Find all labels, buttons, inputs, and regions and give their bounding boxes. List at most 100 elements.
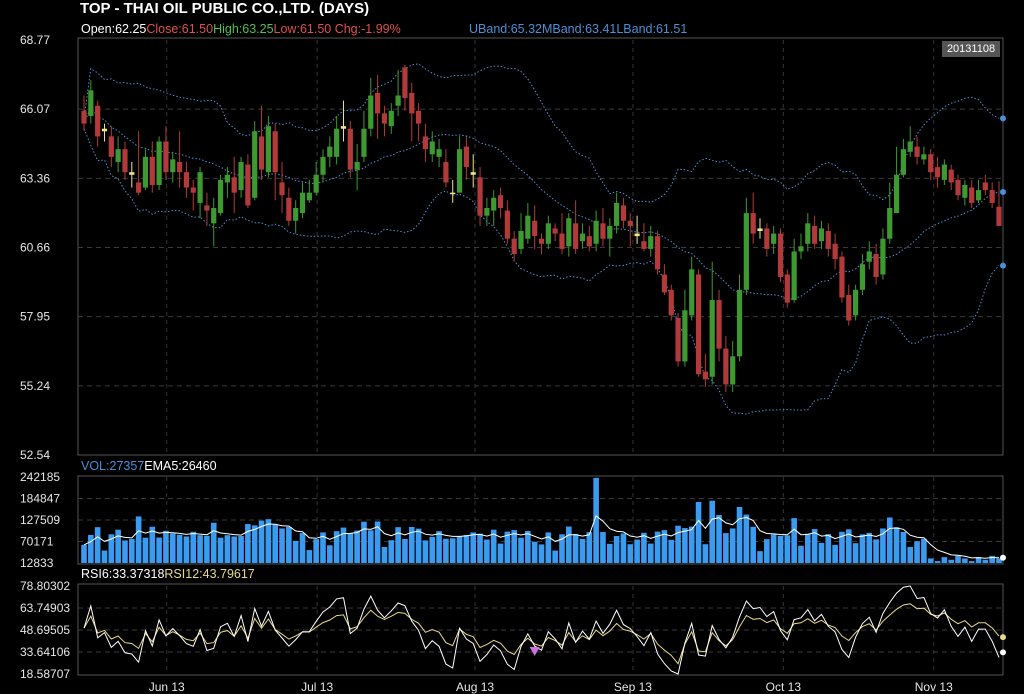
candle-body	[545, 223, 551, 244]
volume-bar	[996, 558, 1002, 563]
volume-bar	[873, 539, 879, 563]
volume-bar	[777, 535, 784, 563]
volume-bar	[675, 525, 681, 563]
volume-bar	[429, 536, 436, 563]
candle-body	[136, 182, 142, 193]
volume-tick-label: 127509	[20, 513, 60, 527]
volume-bar	[176, 534, 183, 563]
volume-bar	[914, 541, 920, 563]
candle-body	[982, 182, 988, 191]
rsi-lines	[83, 585, 1006, 675]
volume-bar	[156, 537, 162, 563]
candle-body	[381, 113, 388, 124]
volume-bar	[613, 536, 620, 563]
volume-bar	[757, 551, 763, 563]
volume-bar	[559, 534, 565, 563]
candle-body	[258, 136, 265, 170]
candle-body	[477, 177, 483, 216]
volume-bar	[204, 535, 210, 563]
candle-body	[415, 110, 422, 124]
candle-body	[532, 220, 538, 237]
volume-bar	[600, 532, 606, 563]
x-tick-label: Aug 13	[456, 680, 494, 694]
candle-body	[149, 156, 155, 185]
volume-bar	[593, 477, 599, 563]
candle-body	[197, 172, 203, 203]
candle-body	[559, 233, 565, 249]
rsi-tick-label: 78.80302	[20, 579, 70, 593]
candle-body	[996, 206, 1002, 226]
x-tick-label: Oct 13	[766, 680, 802, 694]
chart-title: TOP - THAI OIL PUBLIC CO.,LTD. (DAYS)	[80, 0, 370, 17]
volume-bar	[770, 534, 777, 563]
candle-body	[900, 149, 907, 175]
volume-bar	[354, 530, 360, 563]
volume-tick-label: 184847	[20, 492, 60, 506]
y-tick-label: 68.77	[20, 33, 50, 47]
candle-body	[129, 172, 135, 175]
candle-body	[798, 246, 804, 252]
volume-bar	[477, 533, 483, 563]
candle-body	[156, 141, 162, 185]
chg-label-text: Chg:	[334, 22, 362, 36]
rsi-tick-label: 48.69505	[20, 623, 70, 637]
candle-body	[347, 128, 353, 170]
volume-bar	[88, 534, 94, 563]
ohlc-info: Open:62.25Close:61.50High:63.25Low:61.50…	[81, 22, 401, 36]
candle-body	[743, 213, 749, 290]
candle-body	[402, 67, 408, 99]
volume-bar	[620, 533, 627, 563]
candle-body	[989, 190, 995, 203]
rsi12-label: RSI12:	[164, 567, 203, 581]
candle-body	[873, 254, 879, 278]
axes-labels: 68.77 66.07 63.36 60.66 57.95 55.24 52.54 24218…	[20, 33, 953, 694]
open-value: 62.25	[115, 22, 147, 36]
volume-bar	[634, 539, 640, 563]
volume-bar	[258, 520, 265, 563]
candle-body	[538, 238, 545, 244]
candle-body	[771, 233, 777, 244]
volume-bar	[702, 544, 709, 563]
candle-body	[579, 233, 586, 242]
rsi12-line	[83, 603, 1000, 665]
candle-body	[231, 177, 237, 193]
volume-bar	[402, 538, 408, 563]
volume-bar	[798, 545, 804, 563]
volume-bar	[94, 527, 101, 563]
candle-body	[709, 300, 715, 377]
volume-bar	[443, 538, 449, 563]
candle-body	[306, 192, 312, 201]
volume-bar	[859, 534, 866, 563]
volume-bar	[361, 521, 367, 563]
upper-band	[83, 63, 1000, 203]
candle-body	[108, 136, 114, 157]
volume-bar	[716, 514, 722, 563]
candle-body	[969, 187, 975, 203]
volume-bar	[886, 517, 893, 563]
candle-body	[463, 146, 469, 168]
volume-bar	[818, 542, 825, 563]
candle-body	[893, 174, 900, 214]
ema-label: EMA5:	[144, 459, 182, 473]
volume-bar	[456, 536, 463, 563]
date-badge: 20131108	[942, 41, 1000, 57]
candle-body	[934, 167, 941, 178]
candle-body	[620, 205, 627, 221]
volume-bar	[900, 532, 907, 563]
candle-body	[907, 141, 913, 152]
candle-body	[784, 274, 790, 303]
candle-body	[81, 110, 87, 124]
candle-body	[299, 192, 306, 214]
candle-body	[388, 110, 394, 127]
volume-bar	[531, 541, 538, 563]
candle-body	[368, 95, 374, 129]
volume-bar	[921, 538, 927, 563]
candle-body	[450, 192, 456, 195]
signal-marker	[529, 647, 540, 656]
volume-bar	[292, 540, 299, 563]
volume-bar	[566, 526, 572, 563]
low-value: 61.50	[299, 22, 332, 36]
volume-bar	[934, 561, 941, 563]
bollinger-bands	[83, 63, 1006, 415]
candle-body	[313, 174, 319, 193]
